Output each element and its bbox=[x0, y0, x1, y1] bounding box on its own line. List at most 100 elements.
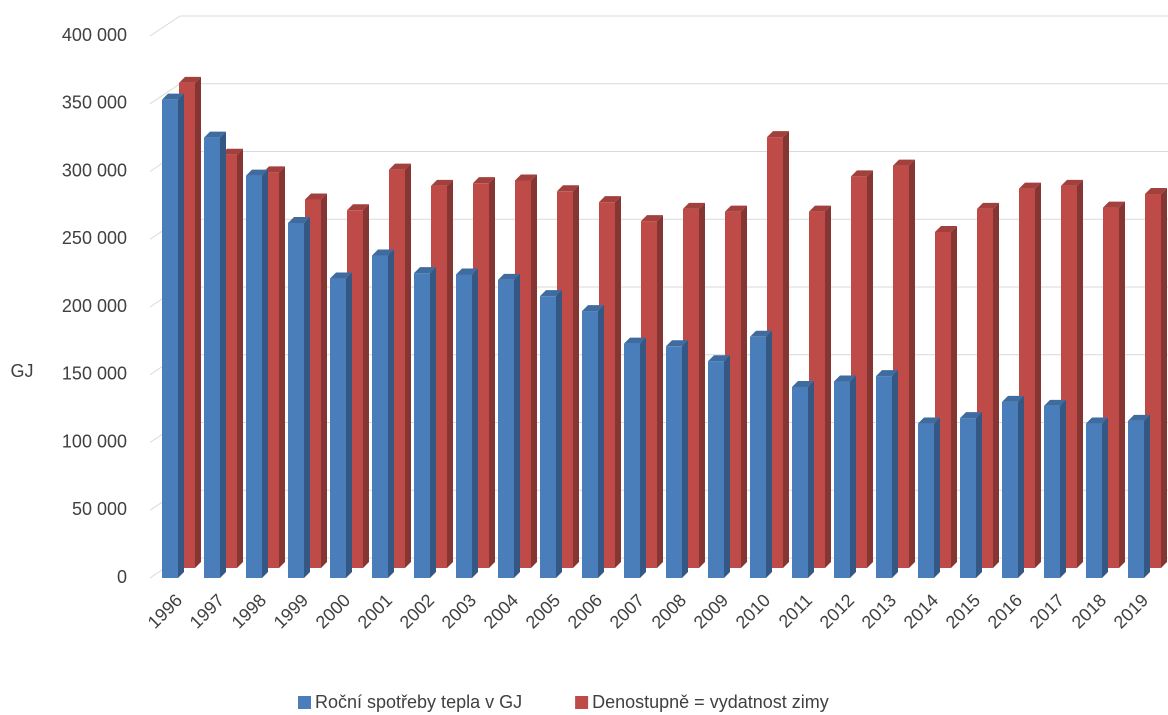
y-axis-label: GJ bbox=[10, 361, 33, 381]
bar-top bbox=[876, 370, 898, 377]
bar-side bbox=[934, 417, 940, 578]
legend-label: Roční spotřeby tepla v GJ bbox=[315, 692, 522, 712]
bar-side bbox=[850, 375, 856, 578]
bar-side bbox=[237, 148, 243, 568]
bar-side bbox=[615, 196, 621, 568]
bar-group bbox=[708, 355, 730, 578]
bar-side bbox=[682, 340, 688, 578]
bar-side bbox=[867, 170, 873, 568]
bar-group bbox=[1103, 201, 1125, 568]
bar-side bbox=[447, 179, 453, 568]
y-tick-label: 300 000 bbox=[62, 160, 127, 180]
bar-top bbox=[1128, 414, 1150, 421]
bar-side bbox=[909, 159, 915, 568]
bar-group bbox=[792, 380, 814, 578]
bar-group bbox=[1128, 414, 1150, 578]
bar-side bbox=[321, 193, 327, 568]
y-tick-label: 400 000 bbox=[62, 25, 127, 45]
y-tick-label: 100 000 bbox=[62, 431, 127, 451]
x-tick-label: 2007 bbox=[606, 590, 648, 632]
bar-side bbox=[531, 174, 537, 568]
x-tick-label: 2011 bbox=[775, 590, 817, 632]
x-tick-label: 2014 bbox=[900, 590, 942, 632]
bar-top bbox=[288, 216, 310, 223]
x-tick-label: 2013 bbox=[858, 590, 900, 632]
legend-swatch bbox=[575, 696, 589, 709]
bar-group bbox=[624, 337, 646, 578]
bar-top bbox=[246, 169, 268, 176]
x-tick-label: 2009 bbox=[690, 590, 732, 632]
bar-top bbox=[557, 185, 579, 192]
bar-side bbox=[808, 380, 814, 578]
x-tick-label: 2019 bbox=[1110, 590, 1152, 632]
bar-side bbox=[1161, 188, 1167, 568]
bar-top bbox=[977, 202, 999, 209]
bar-side bbox=[363, 204, 369, 568]
bar bbox=[372, 255, 388, 578]
bar bbox=[876, 376, 892, 578]
bar-side bbox=[514, 273, 520, 578]
bar-top bbox=[515, 174, 537, 181]
bar-group bbox=[162, 93, 184, 578]
bar-top bbox=[414, 267, 436, 274]
bar bbox=[1128, 420, 1144, 578]
bar-side bbox=[220, 131, 226, 578]
bar-side bbox=[993, 202, 999, 569]
bar bbox=[666, 346, 682, 578]
bar-top bbox=[330, 272, 352, 279]
bar-side bbox=[1035, 182, 1041, 568]
bar-side bbox=[783, 131, 789, 569]
bar-top bbox=[809, 205, 831, 212]
bar-side bbox=[1077, 179, 1083, 568]
bar-top bbox=[1103, 201, 1125, 208]
bar-side bbox=[699, 202, 705, 569]
bar bbox=[246, 175, 262, 578]
bar bbox=[1044, 405, 1060, 578]
bar-top bbox=[1002, 395, 1024, 402]
y-tick-label: 250 000 bbox=[62, 228, 127, 248]
bar-group bbox=[540, 290, 562, 578]
bar-side bbox=[195, 76, 201, 568]
bar-top bbox=[179, 76, 201, 83]
bar-top bbox=[431, 179, 453, 186]
y-tick-label: 200 000 bbox=[62, 296, 127, 316]
bar-side bbox=[304, 216, 310, 579]
legend-label: Denostupně = vydatnost zimy bbox=[592, 692, 829, 712]
bar-side bbox=[405, 163, 411, 568]
legend-swatch bbox=[298, 696, 311, 709]
bar-group bbox=[750, 330, 772, 578]
bar-top bbox=[851, 170, 873, 177]
bar-top bbox=[750, 330, 772, 337]
bar-top bbox=[305, 193, 327, 200]
bar-side bbox=[657, 215, 663, 568]
bar-side bbox=[640, 337, 646, 578]
grid-line bbox=[149, 151, 1168, 172]
bar-side bbox=[178, 93, 184, 578]
x-tick-label: 2005 bbox=[522, 590, 564, 632]
bar-top bbox=[834, 375, 856, 382]
bar bbox=[960, 418, 976, 578]
bar bbox=[582, 311, 598, 578]
bar-side bbox=[951, 225, 957, 568]
bar bbox=[834, 381, 850, 578]
bar-top bbox=[582, 305, 604, 312]
bar bbox=[1002, 401, 1018, 578]
x-tick-label: 2012 bbox=[816, 590, 858, 632]
bar-side bbox=[766, 330, 772, 578]
bar-top bbox=[599, 196, 621, 203]
bar-top bbox=[1086, 417, 1108, 424]
bar-group bbox=[246, 169, 268, 578]
bar-top bbox=[624, 337, 646, 344]
bar bbox=[792, 386, 808, 578]
y-tick-label: 350 000 bbox=[62, 93, 127, 113]
bar-side bbox=[262, 169, 268, 578]
x-tick-label: 2003 bbox=[438, 590, 480, 632]
bar-group bbox=[876, 370, 898, 578]
bar-top bbox=[1044, 399, 1066, 406]
bar-top bbox=[960, 412, 982, 419]
x-tick-label: 2016 bbox=[984, 590, 1026, 632]
bar-group bbox=[414, 267, 436, 578]
bar-group bbox=[288, 216, 310, 579]
bar-top bbox=[221, 148, 243, 155]
